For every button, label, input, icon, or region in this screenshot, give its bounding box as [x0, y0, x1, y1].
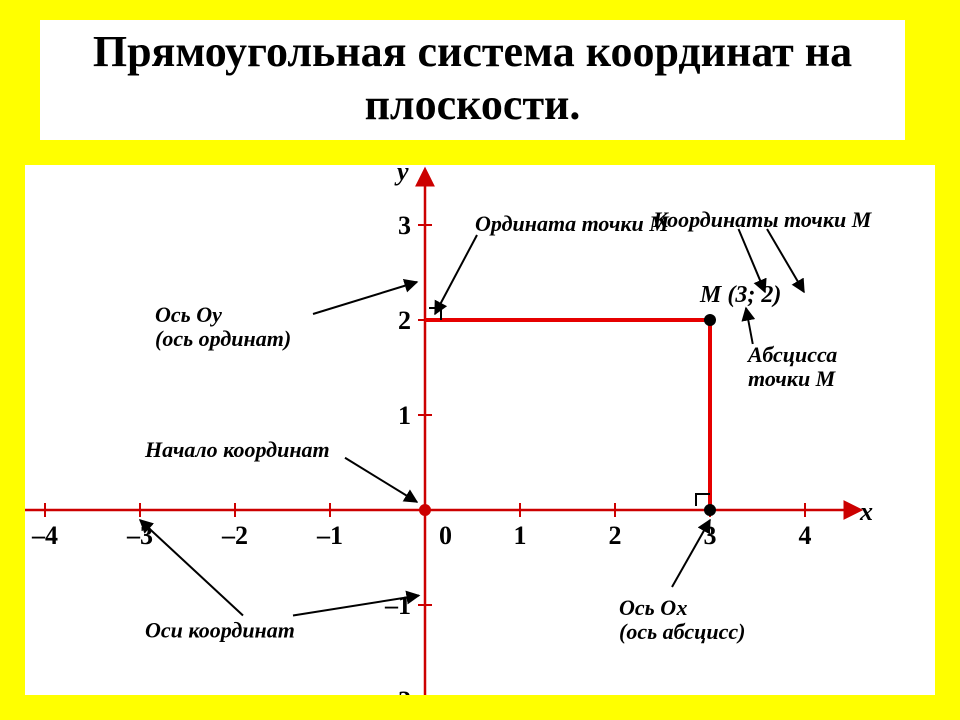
page-title: Прямоугольная система координат на плоск… [58, 26, 887, 132]
point-m [704, 314, 716, 326]
anno-abscissa-arrow [746, 308, 753, 344]
anno-abscissa-label: точки М [748, 366, 837, 391]
x-tick-label: 4 [799, 521, 812, 550]
anno-oy-axis-label: (ось ординат) [155, 326, 291, 351]
anno-ox-axis-label: (ось абсцисс) [619, 619, 745, 644]
y-tick-label: –1 [384, 591, 411, 620]
x-tick-label: 3 [704, 521, 717, 550]
anno-axes-label: Оси координат [145, 618, 295, 643]
x-tick-label: 1 [514, 521, 527, 550]
anno-ox-axis-arrow [672, 520, 710, 587]
anno-origin-label: Начало координат [144, 437, 330, 462]
title-card: Прямоугольная система координат на плоск… [40, 20, 905, 140]
origin-point [419, 504, 431, 516]
anno-abscissa-label: Абсцисса [746, 342, 837, 367]
frame: Прямоугольная система координат на плоск… [0, 0, 960, 720]
y-tick-label: 3 [398, 211, 411, 240]
anno-ordinate-arrow [435, 235, 477, 314]
anno-origin-arrow [345, 458, 417, 502]
anno-ox-axis-label: Ось Ох [619, 595, 688, 620]
x-tick-label: –2 [221, 521, 248, 550]
y-tick-label: –2 [384, 686, 411, 695]
x-axis-label: x [859, 497, 873, 526]
x-tick-label: 2 [609, 521, 622, 550]
anno-coords-label: Координаты точки М [652, 207, 873, 232]
origin-label: 0 [439, 521, 452, 550]
x-tick-label: –4 [31, 521, 58, 550]
x-tick-label: –3 [126, 521, 153, 550]
point-m-label: M (3; 2) [699, 282, 781, 308]
x-tick-label: –1 [316, 521, 343, 550]
anno-oy-axis-label: Ось Оу [155, 302, 222, 327]
y-tick-label: 2 [398, 306, 411, 335]
y-tick-label: 1 [398, 401, 411, 430]
coordinate-diagram: –5–4–3–2–11234–2–11230xyM (3; 2)Ось Оу(о… [25, 165, 935, 695]
anno-ordinate-label: Ордината точки М [475, 211, 670, 236]
chart-card: –5–4–3–2–11234–2–11230xyM (3; 2)Ось Оу(о… [25, 165, 935, 695]
point-m-x-projection [704, 504, 716, 516]
y-axis-label: y [394, 165, 409, 186]
